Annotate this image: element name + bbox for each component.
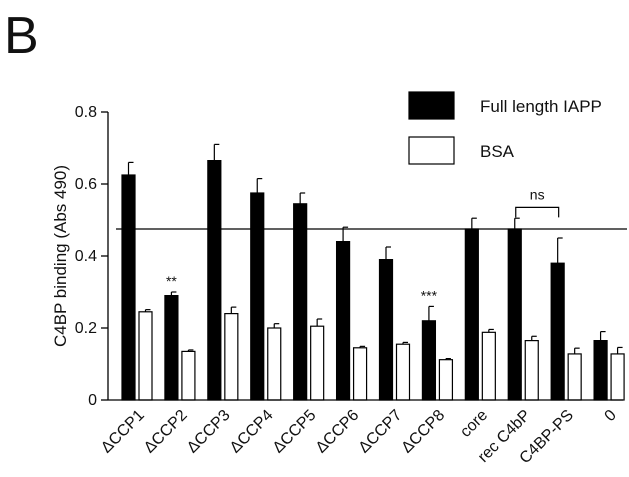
significance-bracket [515, 206, 560, 218]
y-tick-label: 0 [88, 392, 97, 409]
bar-full-length-iapp [293, 203, 308, 401]
annotations: *****ns [116, 186, 627, 303]
bar-full-length-iapp [250, 192, 265, 401]
bar-full-length-iapp [207, 160, 222, 401]
bar-full-length-iapp [507, 228, 522, 401]
y-tick-label: 0.4 [75, 248, 97, 265]
legend-label-bsa: BSA [480, 142, 515, 161]
y-axis-label: C4BP binding (Abs 490) [51, 165, 70, 347]
y-axis: 0 0.2 0.4 0.6 0.8 [75, 104, 109, 409]
legend-label-full-length-iapp: Full length IAPP [480, 97, 602, 116]
x-tick-label: ΔCCP4 [227, 407, 277, 457]
legend-swatch-bsa [408, 136, 455, 165]
bar-bsa [524, 340, 539, 401]
bar-full-length-iapp [378, 259, 394, 401]
y-tick-label: 0.6 [75, 176, 97, 193]
bar-bsa [181, 350, 196, 401]
bar-bsa [267, 327, 282, 401]
bar-bsa [310, 325, 325, 401]
x-tick-label: core [457, 407, 491, 441]
y-tick-label: 0.2 [75, 320, 97, 337]
x-tick-label: ΔCCP2 [141, 407, 191, 457]
bar-full-length-iapp [335, 241, 351, 401]
bar-full-length-iapp [164, 295, 179, 401]
y-tick-label: 0.8 [75, 104, 97, 121]
bar-bsa [610, 353, 625, 401]
bar-full-length-iapp [121, 174, 136, 401]
significance-label: ** [166, 273, 177, 289]
x-tick-label: ΔCCP7 [356, 407, 406, 457]
significance-label: *** [421, 287, 438, 303]
panel-label: B [4, 7, 39, 65]
bar-bsa [138, 311, 153, 401]
bar-full-length-iapp [593, 340, 608, 401]
bar-bsa [224, 313, 239, 401]
x-tick-label: ΔCCP5 [270, 407, 320, 457]
x-tick-label: 0 [602, 407, 620, 425]
legend-swatch-full-length-iapp [408, 91, 455, 120]
bar-bsa [567, 353, 582, 401]
bar-full-length-iapp [421, 320, 437, 401]
bar-bsa [395, 343, 411, 401]
bar-full-length-iapp [550, 262, 565, 401]
bar-bsa [352, 347, 368, 401]
x-tick-label: ΔCCP8 [398, 407, 448, 457]
bar-bsa [438, 359, 454, 401]
bars [121, 143, 625, 401]
x-tick-label: ΔCCP1 [98, 407, 148, 457]
bar-bsa [481, 331, 496, 401]
x-tick-label: ΔCCP3 [184, 407, 234, 457]
bar-full-length-iapp [464, 228, 479, 401]
legend: Full length IAPP BSA [408, 91, 602, 165]
x-axis: ΔCCP1ΔCCP2ΔCCP3ΔCCP4ΔCCP5ΔCCP6ΔCCP7ΔCCP8… [98, 399, 623, 467]
significance-label: ns [530, 186, 545, 202]
x-tick-label: ΔCCP6 [313, 407, 363, 457]
